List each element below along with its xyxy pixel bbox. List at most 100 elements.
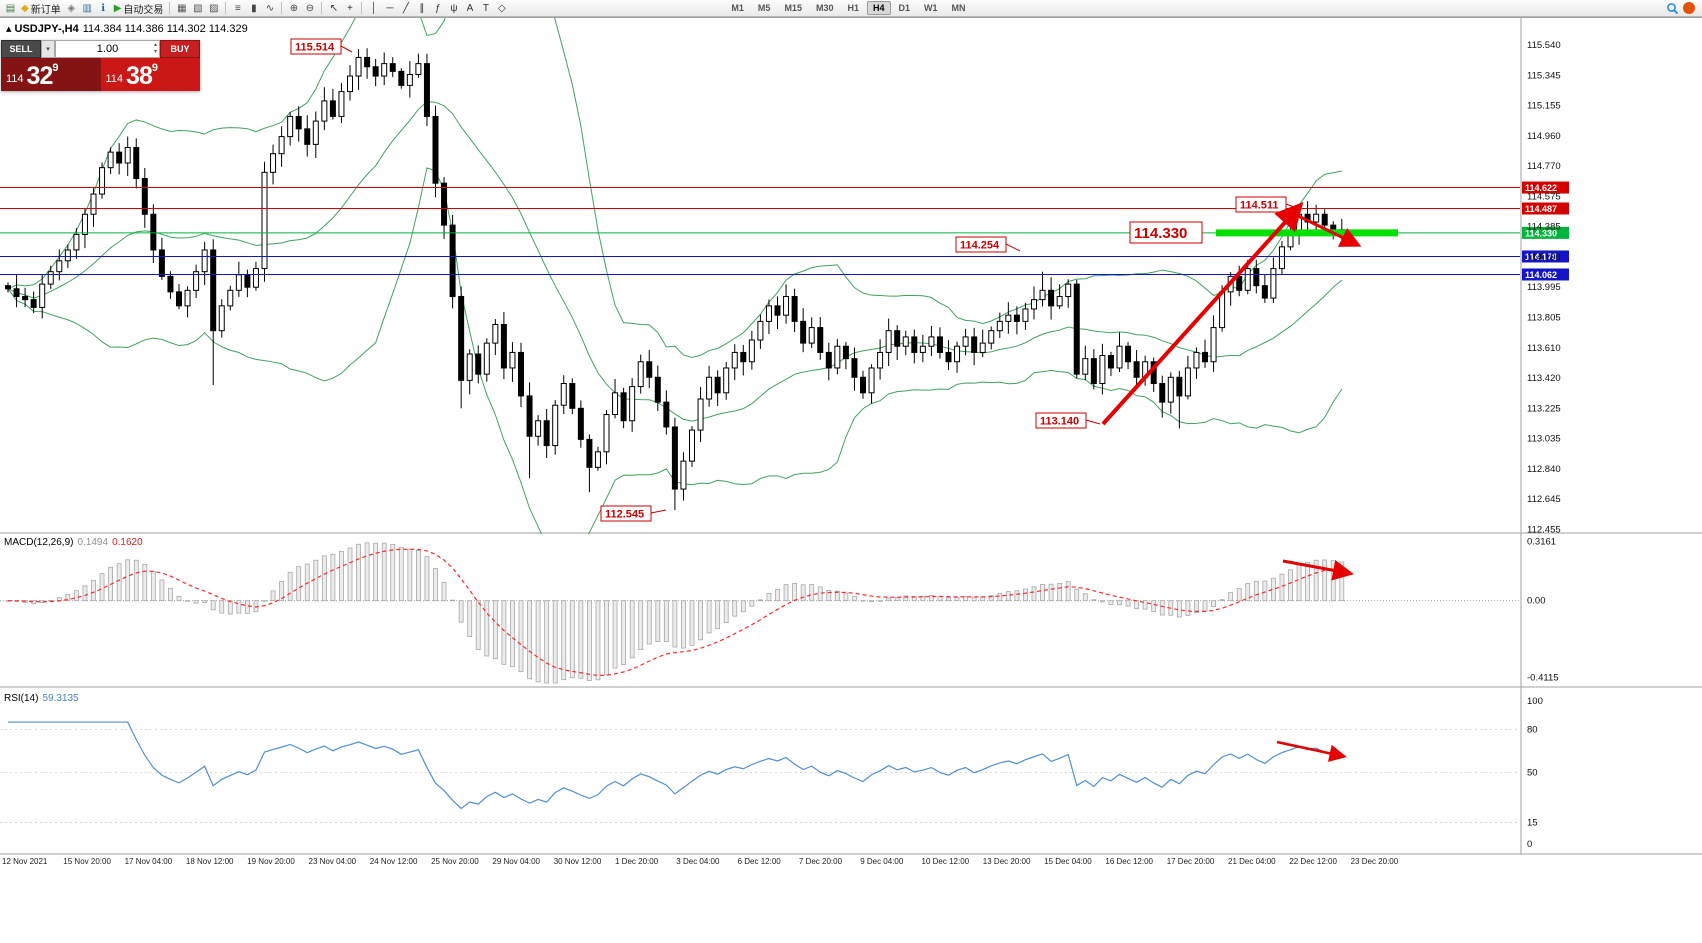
trendline-icon: ╱ <box>402 2 409 14</box>
rsi-line <box>8 721 1342 810</box>
price-axis-label: 112.840 <box>1527 464 1561 475</box>
search-icon[interactable] <box>1666 2 1679 15</box>
zoom-in-button[interactable]: ⊕ <box>286 1 301 16</box>
timeframe-h1-button[interactable]: H1 <box>847 3 859 13</box>
timeframe-mn-button[interactable]: MN <box>951 3 966 13</box>
price-annotation-box[interactable] <box>955 236 1007 253</box>
timeframe-m30-button[interactable]: M30 <box>815 3 834 13</box>
trend-arrow[interactable] <box>1276 740 1347 762</box>
new-chart-icon: ▤ <box>5 2 16 14</box>
trend-arrow[interactable] <box>1289 210 1362 247</box>
shapes-tool-button[interactable]: ◇ <box>494 1 509 16</box>
new-chart-button[interactable]: ▤ <box>3 1 18 16</box>
timeframe-w1-button[interactable]: W1 <box>924 3 938 13</box>
price-annotation-box[interactable] <box>1129 221 1203 244</box>
channel-button[interactable]: ∥ <box>414 1 429 16</box>
trend-arrow[interactable] <box>1101 202 1304 426</box>
volume-down-icon[interactable]: ▾ <box>153 49 157 55</box>
zoom-in-icon: ⊕ <box>289 2 299 14</box>
trend-arrow[interactable] <box>1282 559 1354 581</box>
time-axis-label: 21 Dec 04:00 <box>1228 857 1276 866</box>
candlestick-chart-icon: ▮ <box>251 2 257 14</box>
annotation-pointer <box>340 45 353 53</box>
market-watch-button[interactable]: ▥ <box>80 1 95 16</box>
new-order-button-label: 新订单 <box>30 4 61 16</box>
fibonacci-button[interactable]: ƒ <box>430 1 445 16</box>
volume-value: 1.00 <box>96 43 119 55</box>
volume-input[interactable]: 1.00 ▴ ▾ <box>55 40 160 58</box>
timeframe-h4-button[interactable]: H4 <box>866 1 891 15</box>
time-axis-label: 19 Nov 20:00 <box>247 857 295 866</box>
toolbar-separator <box>361 2 363 14</box>
timeframe-d1-button[interactable]: D1 <box>898 3 911 13</box>
symbol-title: USDJPY-,H4 <box>14 23 79 35</box>
text-tool-icon: A <box>466 2 474 14</box>
rsi-axis-label: 15 <box>1527 818 1538 829</box>
macd-name: MACD(12,26,9) <box>4 537 74 548</box>
main-toolbar: ▤ ◆ 新订单 ◈ ▥ ℹ ▶ 自动交易 ▦ ▧ ▨ ≡ ▮ ∿ ⊕ ⊖ ↖ + │ ─ ╱ ∥ ƒ ψ A T ◇ M1 M5 M15… <box>0 0 1702 17</box>
cascade-windows-button[interactable]: ▧ <box>190 1 205 16</box>
timeframe-m15-button[interactable]: M15 <box>784 3 802 13</box>
candlestick-chart-button[interactable]: ▮ <box>246 1 261 16</box>
order-type-dropdown[interactable]: ▾ <box>41 40 55 58</box>
time-axis-label: 23 Dec 20:00 <box>1351 857 1399 866</box>
line-chart-button[interactable]: ∿ <box>262 1 277 16</box>
line-chart-icon: ∿ <box>265 2 275 14</box>
data-window-button[interactable]: ▨ <box>206 1 221 16</box>
chart-profiles-button[interactable]: ◈ <box>64 1 79 16</box>
price-tag <box>1522 181 1569 194</box>
time-axis-label: 15 Dec 04:00 <box>1044 857 1092 866</box>
cursor-button[interactable]: ↖ <box>326 1 341 16</box>
volume-up-icon[interactable]: ▴ <box>153 42 157 48</box>
annotation-pointer <box>1005 243 1021 252</box>
autotrading-button-label: 自动交易 <box>123 4 164 16</box>
sell-price-button[interactable]: 114 32 9 <box>1 58 101 91</box>
new-order-button[interactable]: ◆ 新订单 <box>19 1 63 16</box>
price-axis-label: 113.805 <box>1527 313 1561 324</box>
rsi-axis-label: 80 <box>1527 725 1538 736</box>
time-axis-label: 17 Dec 20:00 <box>1167 857 1215 866</box>
pitchfork-button[interactable]: ψ <box>446 1 461 16</box>
volume-spinner[interactable]: ▴ ▾ <box>154 42 157 56</box>
fibonacci-icon: ƒ <box>435 2 441 14</box>
buy-button[interactable]: BUY <box>160 40 200 58</box>
one-click-toggle-icon[interactable]: ▴ <box>6 23 12 35</box>
time-axis-label: 22 Dec 12:00 <box>1289 857 1337 866</box>
community-icon[interactable] <box>1683 2 1695 14</box>
time-axis-label: 17 Nov 04:00 <box>125 857 173 866</box>
timeframe-m1-button[interactable]: M1 <box>731 3 744 13</box>
price-axis-label: 113.035 <box>1527 434 1561 445</box>
timeframe-m5-button[interactable]: M5 <box>757 3 771 13</box>
info-button[interactable]: ℹ <box>96 1 111 16</box>
time-axis-label: 9 Dec 04:00 <box>860 857 904 866</box>
buy-price-button[interactable]: 114 38 9 <box>100 58 200 91</box>
trendline-button[interactable]: ╱ <box>398 1 413 16</box>
vertical-line-button[interactable]: │ <box>366 1 381 16</box>
tile-windows-button[interactable]: ▦ <box>174 1 189 16</box>
zoom-out-icon: ⊖ <box>305 2 315 14</box>
bar-chart-button[interactable]: ≡ <box>230 1 245 16</box>
crosshair-icon: + <box>346 2 353 14</box>
time-axis-label: 3 Dec 04:00 <box>676 857 720 866</box>
price-annotation-box[interactable] <box>600 505 652 522</box>
horizontal-line-button[interactable]: ─ <box>382 1 397 16</box>
time-axis-label: 7 Dec 20:00 <box>799 857 843 866</box>
chart-title: ▴ USDJPY-,H4 114.384 114.386 114.302 114.3… <box>6 22 248 35</box>
rsi-axis-label: 0 <box>1527 839 1532 850</box>
price-annotation-box[interactable] <box>1235 196 1287 213</box>
autotrading-icon: ▶ <box>113 2 122 14</box>
zoom-out-button[interactable]: ⊖ <box>302 1 317 16</box>
autotrading-button[interactable]: ▶ 自动交易 <box>112 1 166 16</box>
time-axis-label: 15 Nov 20:00 <box>63 857 111 866</box>
timeframe-toolbar: M1 M5 M15 M30 H1 H4 D1 W1 MN <box>725 1 971 15</box>
macd-main-value: 0.1494 <box>77 537 109 548</box>
text-tool-button[interactable]: A <box>462 1 477 16</box>
price-annotation-box[interactable] <box>290 38 342 55</box>
rsi-name: RSI(14) <box>4 693 39 704</box>
price-annotation-box[interactable] <box>1035 412 1087 429</box>
sell-button[interactable]: SELL <box>1 40 41 58</box>
label-tool-button[interactable]: T <box>478 1 493 16</box>
buy-price-pipette: 9 <box>151 62 158 74</box>
crosshair-button[interactable]: + <box>342 1 357 16</box>
